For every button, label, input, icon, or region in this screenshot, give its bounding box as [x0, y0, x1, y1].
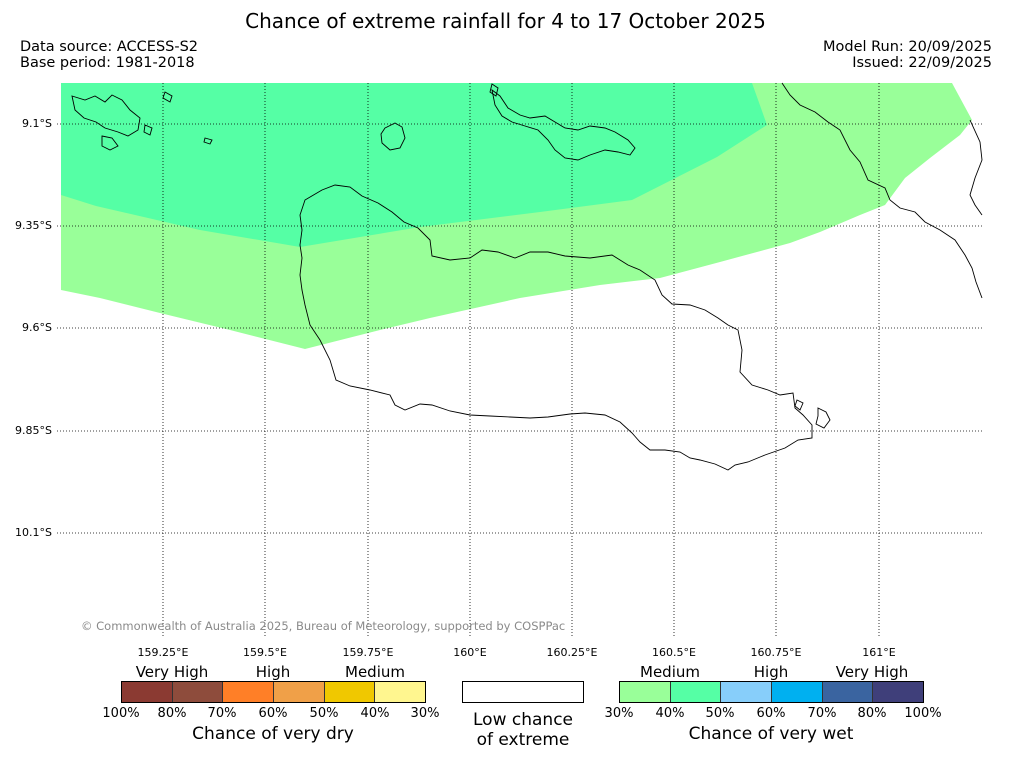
malaita-coastline	[969, 119, 983, 216]
russell-islet	[162, 91, 173, 103]
lon-label: 160.25°E	[546, 646, 598, 659]
wet-tick: 60%	[756, 706, 786, 721]
model-run: Model Run: 20/09/2025	[822, 39, 992, 55]
russell-islet	[101, 135, 119, 151]
lon-label: 159.25°E	[137, 646, 189, 659]
low-chance-swatch	[462, 681, 584, 703]
lat-label: 9.6°S	[22, 321, 52, 334]
nggela-islet	[489, 83, 499, 97]
dry-swatch	[375, 682, 426, 702]
nggela-coastline	[491, 88, 636, 161]
russell-islet	[203, 137, 213, 145]
wet-legend-caption: Chance of very wet	[688, 724, 854, 744]
lon-label: 161°E	[862, 646, 896, 659]
dry-tick: 60%	[258, 706, 288, 721]
issued-date: Issued: 22/09/2025	[852, 55, 992, 71]
data-info: Data source: ACCESS-S2 Base period: 1981…	[20, 39, 198, 71]
lon-label: 160.75°E	[750, 646, 802, 659]
map-title: Chance of extreme rainfall for 4 to 17 O…	[245, 9, 766, 33]
copyright-notice: © Commonwealth of Australia 2025, Bureau…	[81, 619, 566, 633]
dry-swatch	[324, 682, 376, 702]
base-period: Base period: 1981-2018	[20, 55, 195, 71]
russell-islet	[143, 124, 153, 136]
islet-coastline	[815, 407, 831, 429]
dry-tick: 70%	[207, 706, 237, 721]
wet-swatch	[721, 682, 773, 702]
wet-category-label: Very High	[835, 663, 909, 681]
dry-category-label: Very High	[135, 663, 209, 681]
dry-tick: 80%	[157, 706, 187, 721]
wet-swatch	[873, 682, 924, 702]
dry-swatch	[223, 682, 275, 702]
dry-tick: 50%	[309, 706, 339, 721]
wet-tick: 70%	[807, 706, 837, 721]
dry-tick: 30%	[410, 706, 440, 721]
dry-tick: 40%	[360, 706, 390, 721]
dry-category-label: Medium	[345, 663, 405, 681]
probability-layers	[61, 83, 972, 349]
wet-tick: 30%	[604, 706, 634, 721]
savo-coastline	[380, 122, 406, 151]
lon-label: 159.5°E	[243, 646, 287, 659]
data-source: Data source: ACCESS-S2	[20, 39, 199, 55]
dry-tick: 100%	[102, 706, 140, 721]
malaita-coastline	[781, 82, 983, 299]
lat-label: 9.35°S	[15, 219, 52, 232]
wet-tick: 40%	[655, 706, 685, 721]
wet-color-bar	[619, 681, 924, 703]
lat-label: 9.1°S	[22, 117, 52, 130]
wet-swatch	[620, 682, 671, 702]
russell-islands-coastline	[71, 94, 141, 137]
coastlines	[71, 82, 983, 471]
dry-color-bar	[121, 681, 426, 703]
wet-swatch	[772, 682, 823, 702]
wet-tick: 50%	[705, 706, 735, 721]
wet-tick: 80%	[857, 706, 887, 721]
lon-label: 159.75°E	[342, 646, 394, 659]
islet-coastline	[794, 399, 804, 411]
wet-swatch	[670, 682, 722, 702]
lat-label: 10.1°S	[15, 526, 52, 539]
dry-swatch	[122, 682, 173, 702]
dry-category-label: High	[255, 663, 291, 681]
guadalcanal-coastline	[299, 184, 813, 471]
low-chance-caption: Low chance of extreme	[473, 710, 573, 750]
dry-legend-caption: Chance of very dry	[192, 724, 354, 744]
lon-label: 160°E	[453, 646, 487, 659]
wet-category-label: Medium	[640, 663, 700, 681]
wet-category-label: High	[753, 663, 789, 681]
wet-tick: 100%	[904, 706, 942, 721]
lon-label: 160.5°E	[652, 646, 696, 659]
low-chance-line1: Low chance	[473, 710, 573, 730]
dry-swatch	[172, 682, 224, 702]
run-info: Model Run: 20/09/2025 Issued: 22/09/2025	[823, 39, 992, 71]
low-chance-line2: of extreme	[476, 730, 570, 750]
dry-swatch	[274, 682, 325, 702]
longitude-gridlines	[162, 83, 880, 637]
lat-label: 9.85°S	[15, 424, 52, 437]
wet-swatch	[822, 682, 874, 702]
